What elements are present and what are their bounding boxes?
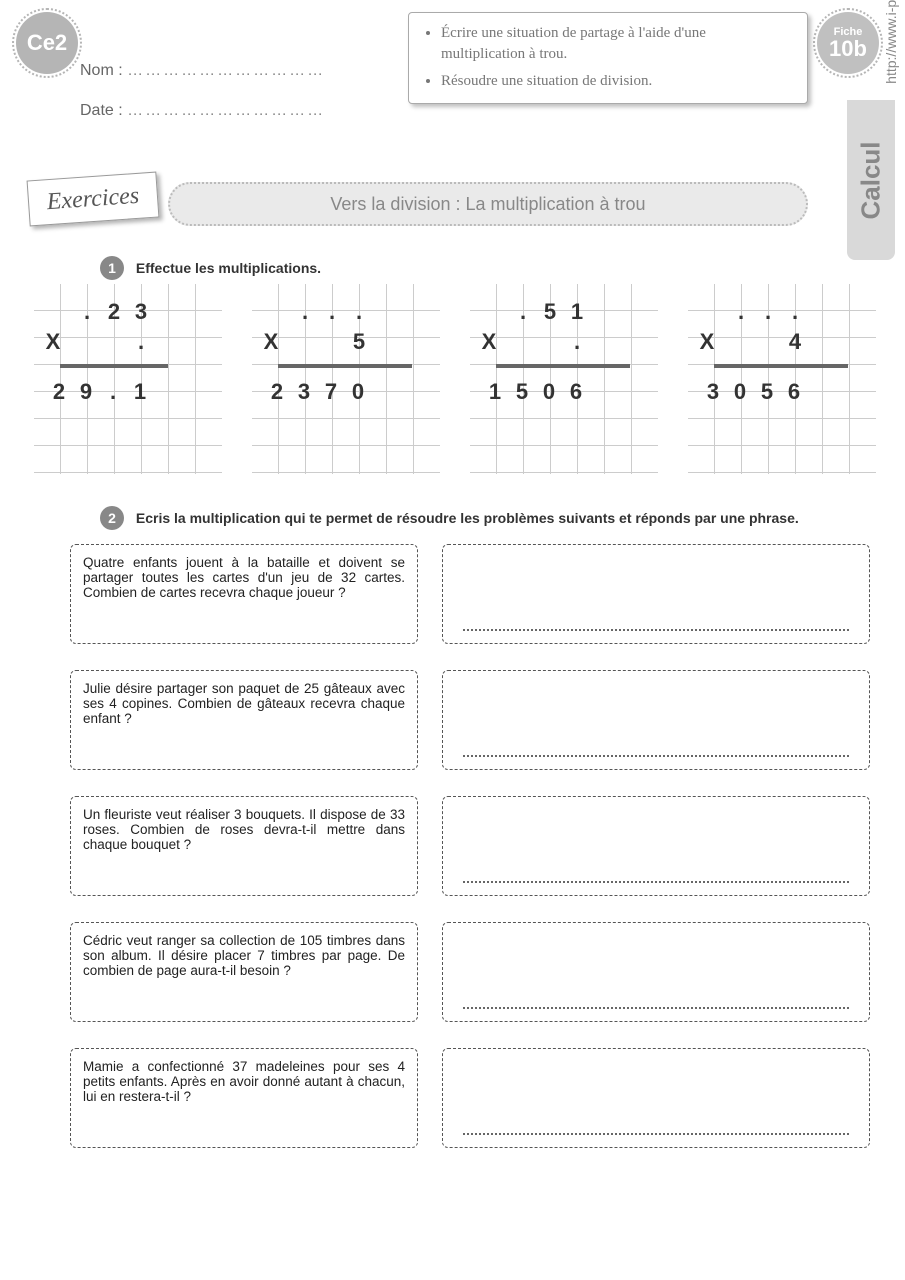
date-line: ……………………………: [127, 102, 325, 119]
grid-cell: .: [346, 298, 372, 325]
problem-row: Un fleuriste veut réaliser 3 bouquets. I…: [70, 796, 870, 896]
grid-cell: .: [564, 328, 590, 355]
grid-cell: X: [694, 328, 720, 355]
grid-cell: .: [755, 298, 781, 325]
answer-line: [463, 881, 849, 883]
grid-cell: .: [292, 298, 318, 325]
name-label: Nom :: [80, 62, 123, 79]
grid-cell: 9: [73, 378, 99, 405]
objective-item: Écrire une situation de partage à l'aide…: [441, 23, 793, 65]
grid-cell: .: [319, 298, 345, 325]
grid-cell: 0: [345, 378, 371, 405]
grid-cell: 5: [754, 378, 780, 405]
exercise-2-num: 2: [100, 506, 124, 530]
answer-box[interactable]: [442, 796, 870, 896]
level-badge: Ce2: [16, 12, 78, 74]
answer-line: [463, 1133, 849, 1135]
grid-cell: .: [728, 298, 754, 325]
subject-tab-text: Calcul: [856, 141, 887, 219]
equals-bar: [60, 364, 168, 368]
grid-cell: 1: [127, 378, 153, 405]
grid-cell: 5: [509, 378, 535, 405]
grid-cell: 3: [291, 378, 317, 405]
problem-text: Julie désire partager son paquet de 25 g…: [70, 670, 418, 770]
exercise-2-header: 2 Ecris la multiplication qui te permet …: [100, 506, 799, 530]
date-label: Date :: [80, 102, 123, 119]
answer-box[interactable]: [442, 544, 870, 644]
grid-cell: 7: [318, 378, 344, 405]
grid-cell: 5: [537, 298, 563, 325]
grid-cell: 0: [727, 378, 753, 405]
name-date-block: Nom : …………………………… Date : ……………………………: [80, 62, 325, 142]
mult-grid: .23X.29.1: [34, 284, 222, 474]
answer-line: [463, 629, 849, 631]
multiplication-grids: .23X.29.1...X52370.51X.1506...X43056: [34, 284, 876, 474]
objective-item: Résoudre une situation de division.: [441, 71, 793, 92]
answer-box[interactable]: [442, 1048, 870, 1148]
equals-bar: [278, 364, 412, 368]
exercise-1-header: 1 Effectue les multiplications.: [100, 256, 321, 280]
grid-cell: 3: [700, 378, 726, 405]
grid-cell: .: [510, 298, 536, 325]
objectives-box: Écrire une situation de partage à l'aide…: [408, 12, 808, 104]
grid-cell: 6: [563, 378, 589, 405]
answer-line: [463, 755, 849, 757]
grid-cell: X: [258, 328, 284, 355]
grid-cell: X: [40, 328, 66, 355]
grid-cell: 2: [46, 378, 72, 405]
problem-text: Un fleuriste veut réaliser 3 bouquets. I…: [70, 796, 418, 896]
problem-row: Quatre enfants jouent à la bataille et d…: [70, 544, 870, 644]
grid-cell: .: [100, 378, 126, 405]
exercise-1-num: 1: [100, 256, 124, 280]
exercise-2-text: Ecris la multiplication qui te permet de…: [136, 510, 799, 526]
problem-text: Quatre enfants jouent à la bataille et d…: [70, 544, 418, 644]
grid-cell: 3: [128, 298, 154, 325]
grid-cell: 4: [782, 328, 808, 355]
grid-cell: .: [74, 298, 100, 325]
answer-box[interactable]: [442, 922, 870, 1022]
mult-grid: .51X.1506: [470, 284, 658, 474]
problem-row: Cédric veut ranger sa collection de 105 …: [70, 922, 870, 1022]
lesson-title: Vers la division : La multiplication à t…: [168, 182, 808, 226]
problem-row: Julie désire partager son paquet de 25 g…: [70, 670, 870, 770]
problem-text: Cédric veut ranger sa collection de 105 …: [70, 922, 418, 1022]
grid-cell: 5: [346, 328, 372, 355]
name-line: ……………………………: [127, 62, 325, 79]
grid-cell: 1: [564, 298, 590, 325]
equals-bar: [714, 364, 848, 368]
subject-tab: Calcul: [847, 100, 895, 260]
equals-bar: [496, 364, 630, 368]
exercise-1-text: Effectue les multiplications.: [136, 260, 321, 276]
exercices-tag: Exercices: [27, 172, 160, 227]
answer-box[interactable]: [442, 670, 870, 770]
grid-cell: .: [782, 298, 808, 325]
grid-cell: 0: [536, 378, 562, 405]
answer-line: [463, 1007, 849, 1009]
problems-list: Quatre enfants jouent à la bataille et d…: [70, 544, 870, 1174]
fiche-badge: Fiche 10b: [817, 12, 879, 74]
grid-cell: 2: [101, 298, 127, 325]
fiche-number: 10b: [829, 38, 867, 60]
grid-cell: 2: [264, 378, 290, 405]
fiche-label: Fiche: [834, 27, 863, 38]
problem-text: Mamie a confectionné 37 madeleines pour …: [70, 1048, 418, 1148]
mult-grid: ... X 4 3056: [688, 284, 876, 474]
problem-row: Mamie a confectionné 37 madeleines pour …: [70, 1048, 870, 1148]
grid-cell: 6: [781, 378, 807, 405]
grid-cell: X: [476, 328, 502, 355]
mult-grid: ... X 5 2370: [252, 284, 440, 474]
grid-cell: 1: [482, 378, 508, 405]
grid-cell: .: [128, 328, 154, 355]
footer-url: http://www.i-profs.fr: [883, 0, 899, 84]
